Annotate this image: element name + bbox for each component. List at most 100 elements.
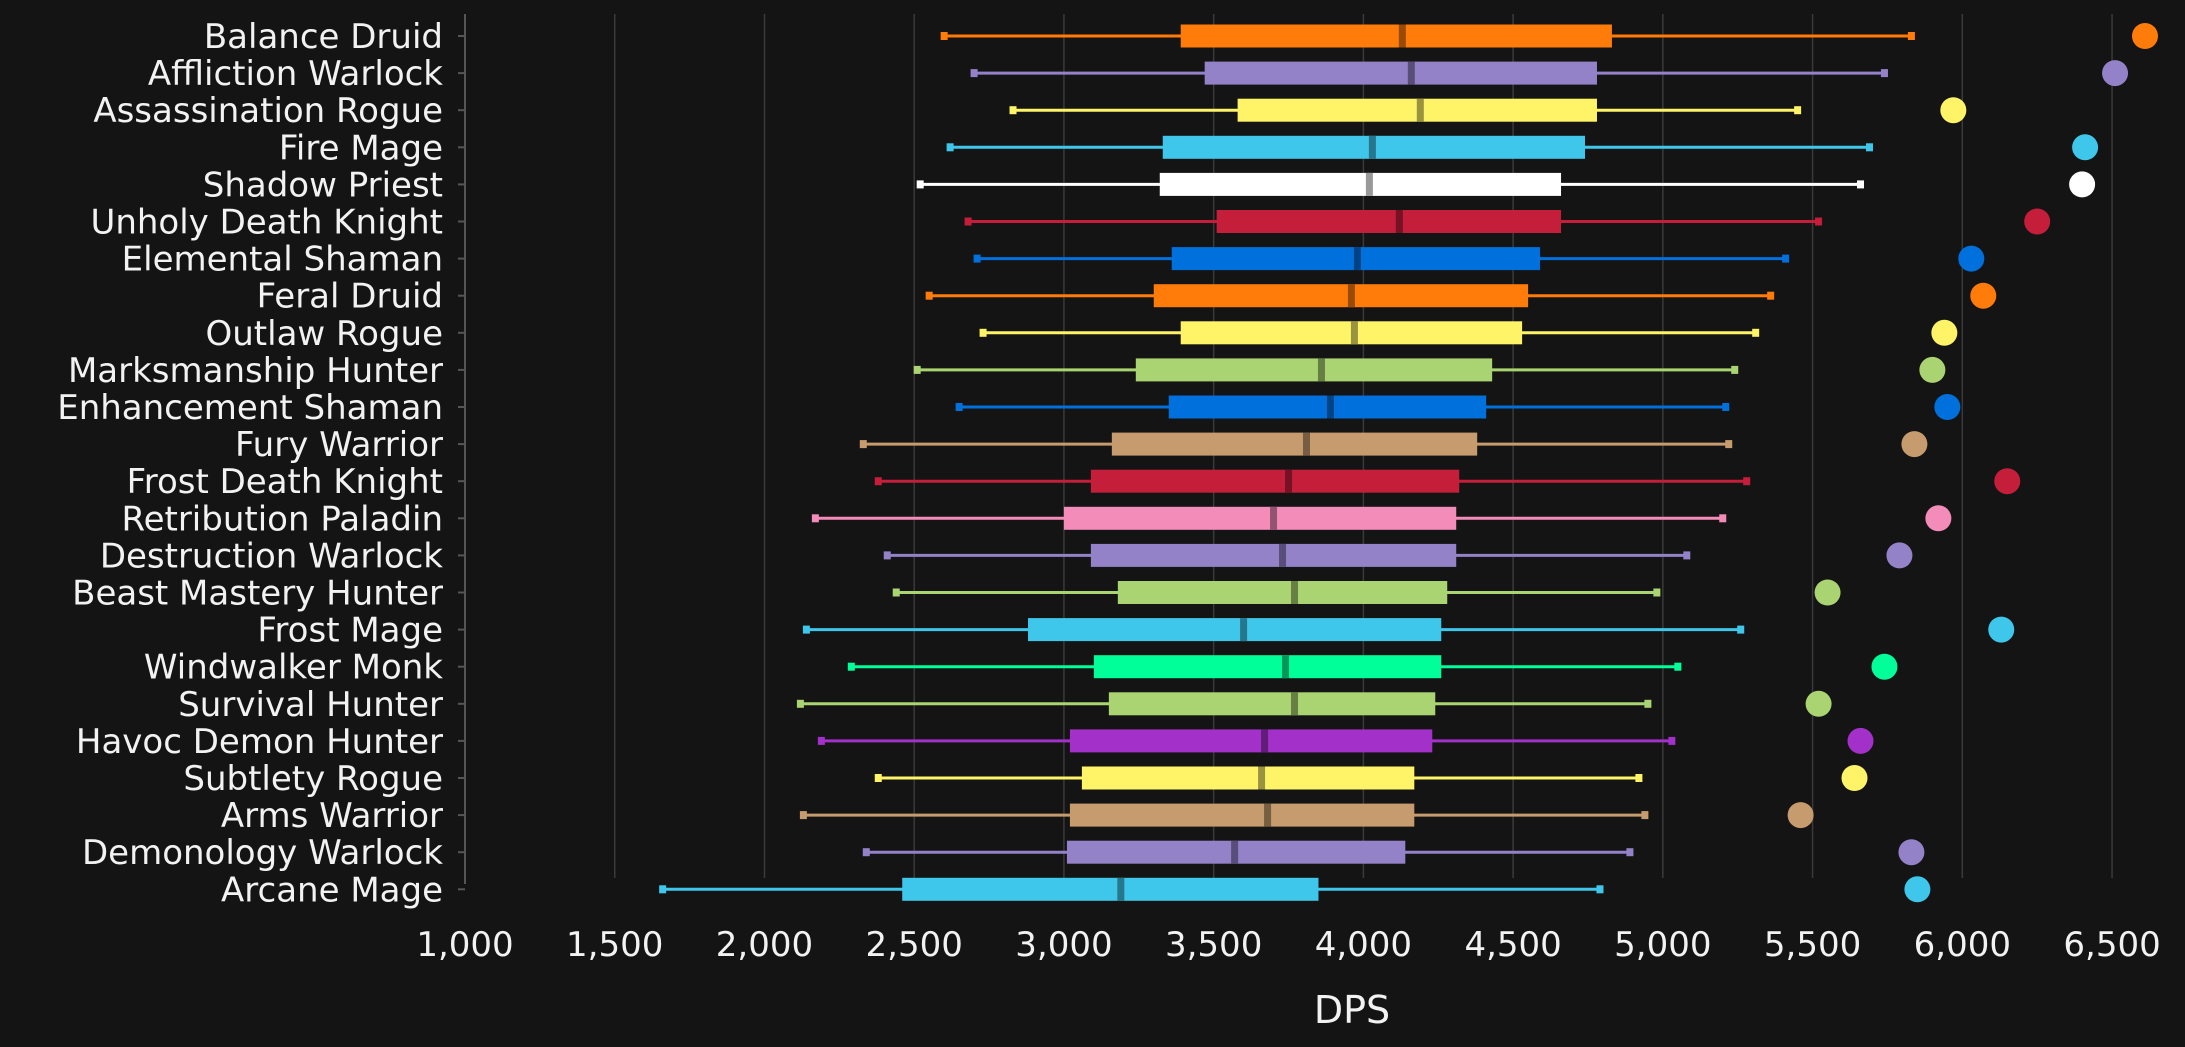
whisker-cap-min bbox=[973, 254, 981, 263]
box-row bbox=[940, 23, 2158, 49]
box-row bbox=[979, 319, 1958, 346]
box-iqr bbox=[1111, 432, 1478, 456]
whisker-cap-max bbox=[1641, 811, 1649, 820]
box-iqr bbox=[902, 877, 1319, 901]
whisker-cap-min bbox=[859, 440, 867, 449]
category-label: Beast Mastery Hunter bbox=[72, 574, 443, 614]
category-label: Enhancement Shaman bbox=[57, 388, 443, 428]
whisker-cap-min bbox=[913, 365, 921, 374]
median-marker bbox=[1416, 98, 1424, 122]
whisker-cap-max bbox=[1752, 328, 1760, 337]
category-label: Fury Warrior bbox=[235, 425, 443, 465]
whisker-cap-min bbox=[925, 291, 933, 300]
top-dps-dot bbox=[1988, 616, 2015, 643]
whisker-cap-min bbox=[964, 217, 972, 226]
box-iqr bbox=[1069, 803, 1415, 827]
x-tick-label: 6,000 bbox=[1914, 925, 2011, 965]
box-iqr bbox=[1159, 172, 1562, 196]
category-label: Destruction Warlock bbox=[100, 536, 443, 576]
top-dps-dot bbox=[1931, 319, 1958, 346]
whisker-cap-max bbox=[1737, 625, 1745, 634]
top-dps-dot bbox=[1871, 653, 1898, 680]
box-iqr bbox=[1180, 24, 1612, 48]
whisker-cap-min bbox=[802, 625, 810, 634]
box-iqr bbox=[1090, 469, 1460, 493]
median-marker bbox=[1302, 432, 1310, 456]
x-tick-label: 2,500 bbox=[866, 925, 963, 965]
whisker-cap-max bbox=[1596, 885, 1604, 894]
median-marker bbox=[1264, 803, 1272, 827]
category-label: Fire Mage bbox=[279, 128, 443, 168]
whisker-cap-min bbox=[874, 774, 882, 782]
category-label: Survival Hunter bbox=[178, 685, 443, 725]
category-label: Balance Druid bbox=[204, 17, 443, 57]
median-marker bbox=[1317, 358, 1325, 382]
whisker-cap-min bbox=[1009, 106, 1017, 115]
top-dps-dot bbox=[1814, 579, 1841, 606]
top-dps-dot bbox=[2069, 171, 2096, 198]
box-iqr bbox=[1093, 655, 1442, 679]
box-row bbox=[874, 765, 1868, 791]
box-row bbox=[862, 839, 1925, 866]
category-label: Frost Mage bbox=[257, 611, 443, 651]
box-row bbox=[817, 727, 1874, 754]
whisker-cap-max bbox=[1880, 69, 1888, 78]
whisker-cap-min bbox=[862, 848, 870, 857]
whisker-cap-max bbox=[1668, 736, 1676, 745]
median-marker bbox=[1368, 135, 1376, 159]
whisker-cap-min bbox=[659, 885, 667, 894]
median-marker bbox=[1353, 247, 1361, 271]
x-tick-label: 3,500 bbox=[1165, 925, 1262, 965]
whisker-cap-max bbox=[1857, 180, 1865, 189]
whisker-cap-min bbox=[883, 551, 891, 560]
top-dps-dot bbox=[1970, 282, 1997, 309]
whisker-cap-min bbox=[916, 180, 924, 189]
whisker-cap-max bbox=[1815, 217, 1823, 226]
whisker-cap-min bbox=[892, 588, 900, 597]
median-marker bbox=[1279, 543, 1287, 567]
whisker-cap-max bbox=[1683, 551, 1691, 560]
whisker-cap-max bbox=[1644, 699, 1652, 708]
box-row bbox=[883, 542, 1913, 569]
category-label: Affliction Warlock bbox=[148, 54, 443, 94]
whisker-cap-max bbox=[1731, 365, 1739, 374]
box-iqr bbox=[1063, 506, 1457, 530]
category-label: Unholy Death Knight bbox=[90, 203, 443, 243]
top-dps-dot bbox=[2131, 23, 2158, 49]
box-row bbox=[916, 171, 2096, 198]
category-label: Shadow Priest bbox=[203, 165, 443, 205]
top-dps-dot bbox=[1898, 839, 1925, 866]
whisker-cap-max bbox=[1767, 291, 1775, 300]
top-dps-dot bbox=[1805, 690, 1832, 717]
x-tick-label: 1,500 bbox=[566, 925, 663, 965]
top-dps-dot bbox=[2072, 134, 2099, 161]
x-axis-title: DPS bbox=[1314, 988, 1390, 1032]
category-label: Retribution Paladin bbox=[121, 499, 443, 539]
whisker-cap-min bbox=[946, 143, 954, 152]
median-marker bbox=[1270, 506, 1278, 530]
median-marker bbox=[1350, 321, 1358, 345]
box-row bbox=[892, 579, 1841, 606]
box-row bbox=[925, 282, 1997, 309]
median-marker bbox=[1261, 729, 1269, 753]
whisker-cap-min bbox=[970, 69, 978, 78]
whisker-cap-min bbox=[940, 32, 948, 40]
box-iqr bbox=[1069, 729, 1433, 753]
box-iqr bbox=[1108, 692, 1436, 716]
box-row bbox=[973, 245, 1985, 272]
box-row bbox=[802, 616, 2015, 643]
category-label: Elemental Shaman bbox=[122, 240, 443, 280]
category-label: Outlaw Rogue bbox=[206, 314, 444, 354]
median-marker bbox=[1407, 61, 1415, 85]
x-tick-label: 5,000 bbox=[1614, 925, 1711, 965]
box-iqr bbox=[1090, 543, 1457, 567]
axes: 1,000 1,500 2,000 2,500 3,000 3,500 4,000 4,500… bbox=[416, 14, 2161, 965]
x-tick-label: 1,000 bbox=[416, 925, 513, 965]
top-dps-dot bbox=[1940, 97, 1967, 124]
box-row bbox=[659, 876, 1931, 903]
whisker-cap-max bbox=[1907, 32, 1915, 40]
whisker-cap-max bbox=[1865, 143, 1873, 152]
median-marker bbox=[1282, 655, 1290, 679]
median-marker bbox=[1395, 210, 1403, 233]
